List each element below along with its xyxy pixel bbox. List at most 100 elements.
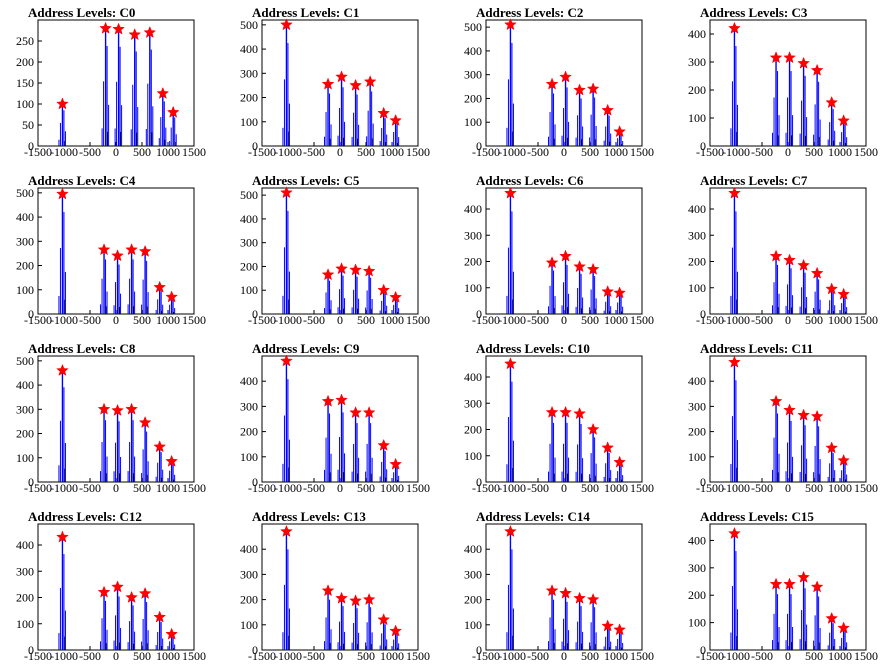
y-tick-label: 400	[16, 538, 34, 552]
x-tick-label: 1500	[406, 313, 430, 327]
x-tick-label: 1500	[182, 145, 206, 159]
x-tick-label: -1500	[696, 481, 724, 495]
x-tick-label: 1000	[380, 313, 404, 327]
y-tick-label: 100	[688, 281, 706, 295]
x-tick-label: -1500	[248, 649, 276, 663]
chart-title: Address Levels: C13	[252, 509, 366, 524]
x-tick-label: 0	[561, 145, 567, 159]
peak-marker	[156, 86, 170, 99]
chart-svg: 0 100 200 300 400 -1500-1000 -500 0 500 1000 1500	[464, 355, 654, 495]
y-tick-label: 0	[28, 307, 34, 321]
peak-marker	[797, 56, 810, 69]
x-tick-label: -500	[79, 313, 101, 327]
y-tick-label: 0	[28, 475, 34, 489]
peak-marker	[335, 393, 348, 406]
x-tick-label: 500	[357, 649, 375, 663]
chart-title: Address Levels: C0	[28, 5, 136, 20]
x-tick-label: 500	[357, 481, 375, 495]
peak-marker	[165, 627, 179, 640]
y-tick-label: 200	[240, 425, 258, 439]
peak-marker	[97, 585, 111, 598]
peak-marker	[825, 441, 839, 454]
peak-marker	[837, 621, 851, 634]
x-tick-label: -1500	[696, 145, 724, 159]
peak-marker	[321, 394, 335, 407]
y-tick-label: 300	[240, 66, 258, 80]
y-tick-label: 400	[240, 374, 258, 388]
x-tick-label: 500	[133, 313, 151, 327]
peak-marker	[613, 623, 627, 636]
peak-marker	[810, 266, 824, 279]
peak-marker	[559, 586, 572, 599]
chart-panel: Address Levels: C2 0 100 200 300 400 500 -1500-…	[448, 0, 672, 168]
x-tick-label: 0	[337, 481, 343, 495]
y-tick-label: 300	[464, 68, 482, 82]
y-tick-label: 200	[464, 593, 482, 607]
peak-marker	[601, 285, 615, 298]
y-tick-label: 200	[688, 83, 706, 97]
peak-marker	[601, 441, 615, 454]
x-tick-label: 500	[581, 313, 599, 327]
x-tick-label: -1000	[50, 145, 78, 159]
peak-marker	[573, 83, 586, 96]
y-tick-label: 300	[16, 402, 34, 416]
peak-marker	[362, 264, 376, 277]
y-tick-label: 0	[700, 475, 706, 489]
peak-marker	[125, 402, 138, 415]
peak-marker	[601, 103, 615, 116]
peak-marker	[545, 77, 559, 90]
x-tick-label: 1000	[156, 313, 180, 327]
peak-marker	[349, 406, 362, 419]
x-tick-label: 1000	[828, 649, 852, 663]
y-tick-label: 300	[688, 55, 706, 69]
x-tick-label: -1000	[722, 313, 750, 327]
x-tick-label: -1000	[274, 481, 302, 495]
x-tick-label: -500	[303, 145, 325, 159]
y-tick-label: 100	[464, 618, 482, 632]
x-tick-label: -1000	[50, 649, 78, 663]
peak-marker	[389, 290, 403, 303]
chart-panel: Address Levels: C0 0 50 100 150 200 250 -1500 -1…	[0, 0, 224, 168]
y-tick-label: 500	[16, 354, 34, 368]
y-tick-label: 200	[16, 591, 34, 605]
y-tick-label: 200	[240, 91, 258, 105]
y-tick-label: 100	[16, 97, 34, 111]
chart-svg: 0 100 200 300 400 -1500-1000 -500 0 500 1000 1500	[688, 523, 878, 663]
peak-marker	[335, 70, 348, 83]
chart-title: Address Levels: C3	[700, 5, 808, 20]
peak-marker	[783, 253, 796, 266]
chart-svg: 0 50 100 150 200 250 -1500-1000 -500 0 500 1000 150…	[16, 19, 206, 159]
chart-title: Address Levels: C6	[476, 173, 584, 188]
peak-marker	[837, 114, 851, 127]
y-tick-label: 0	[252, 475, 258, 489]
x-tick-label: 1500	[182, 649, 206, 663]
x-tick-label: -1000	[274, 145, 302, 159]
x-tick-label: 0	[113, 481, 119, 495]
peak-marker	[165, 454, 179, 467]
y-tick-label: 200	[240, 259, 258, 273]
peak-marker	[783, 403, 796, 416]
peak-marker	[138, 586, 152, 599]
x-tick-label: -1500	[472, 145, 500, 159]
peak-marker	[797, 258, 810, 271]
x-tick-label: 500	[133, 145, 151, 159]
peak-marker	[769, 249, 783, 262]
y-tick-label: 100	[240, 450, 258, 464]
y-tick-label: 300	[688, 228, 706, 242]
y-tick-label: 0	[700, 307, 706, 321]
x-tick-label: 500	[133, 481, 151, 495]
y-tick-label: 300	[240, 567, 258, 581]
chart-title: Address Levels: C14	[476, 509, 590, 524]
peak-marker	[389, 624, 403, 637]
peak-marker	[362, 406, 376, 419]
chart-title: Address Levels: C15	[700, 509, 814, 524]
y-tick-label: 100	[464, 281, 482, 295]
peak-marker	[783, 577, 796, 590]
x-tick-label: -1000	[498, 649, 526, 663]
peak-marker	[769, 51, 783, 64]
chart-title: Address Levels: C4	[28, 173, 136, 188]
peak-marker	[825, 282, 839, 295]
chart-svg: 0 100 200 300 400 500 -1500-1000 -500 0 500 1000 15…	[16, 354, 206, 495]
y-tick-label: 0	[476, 475, 482, 489]
